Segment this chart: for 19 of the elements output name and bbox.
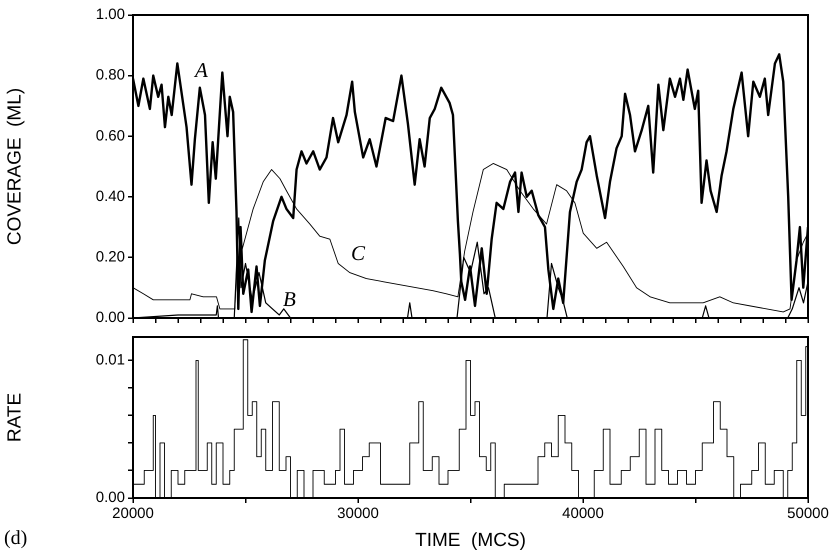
y-tick-label: 0.20 (96, 248, 125, 266)
x-tick-label: 20000 (112, 505, 154, 522)
x-tick-label: 40000 (562, 505, 604, 522)
y-tick-label: 0.80 (96, 66, 125, 84)
y-tick-label: 0.00 (96, 309, 125, 326)
y-axis-title: RATE (4, 392, 26, 442)
x-tick-label: 50000 (787, 505, 829, 522)
text: (d) (4, 527, 28, 550)
y-tick-label: 1.00 (96, 6, 125, 24)
x-tick-label: 30000 (337, 505, 379, 522)
y-tick-label: 0.60 (96, 127, 125, 144)
y-axis-title: COVERAGE (ML) (4, 88, 26, 246)
annotation: C (351, 241, 366, 266)
y-tick-label: 0.01 (96, 352, 125, 369)
y-tick-label: 0.40 (96, 188, 125, 205)
x-axis-title: TIME (MCS) (415, 530, 526, 551)
annotation: A (195, 58, 208, 83)
annotation: B (283, 287, 296, 312)
y-tick-label: 0.00 (96, 489, 125, 506)
